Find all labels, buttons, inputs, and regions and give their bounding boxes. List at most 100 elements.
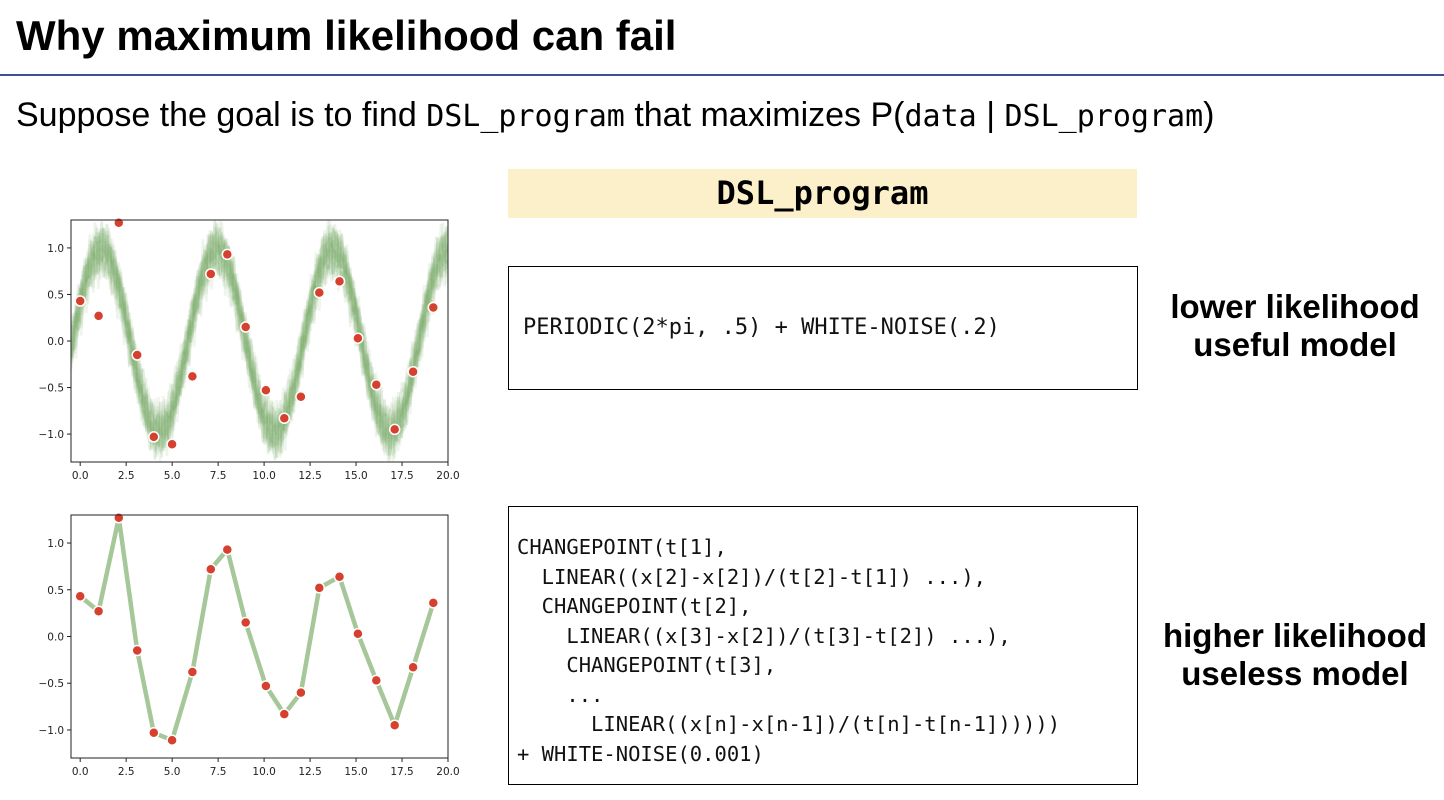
data-point bbox=[427, 597, 440, 609]
model1-code: PERIODIC(2*pi, .5) + WHITE-NOISE(.2) bbox=[523, 315, 1000, 341]
data-point bbox=[92, 605, 105, 618]
model2-code-line: LINEAR((x[3]-x[2])/(t[3]-t[2]) ...), bbox=[517, 623, 1011, 648]
data-point bbox=[166, 734, 178, 746]
x-tick-label: 17.5 bbox=[390, 766, 413, 778]
data-point bbox=[260, 384, 272, 397]
data-point bbox=[313, 286, 326, 299]
model2-label: higher likelihood useless model bbox=[1150, 617, 1440, 693]
chart-1: 0.0 2.5 5.0 7.5 10.0 12.5 15.0 17.5 20.0 1.0 0.5 0.… bbox=[39, 217, 460, 482]
x-tick-label: 7.5 bbox=[210, 766, 227, 778]
model1-label: lower likelihood useful model bbox=[1150, 288, 1440, 364]
x-tick-label: 0.0 bbox=[72, 766, 89, 778]
model2-label-line2: useless model bbox=[1181, 655, 1409, 692]
model2-code-line: LINEAR((x[2]-x[2])/(t[2]-t[1]) ...), bbox=[517, 564, 986, 589]
model2-code-line: CHANGEPOINT(t[2], bbox=[517, 594, 752, 618]
data-point bbox=[278, 412, 291, 425]
data-point bbox=[370, 378, 383, 391]
model2-label-line1: higher likelihood bbox=[1162, 617, 1428, 654]
data-point bbox=[407, 661, 419, 674]
data-point bbox=[166, 438, 178, 451]
x-tick-label: 15.0 bbox=[344, 766, 367, 778]
sample-curve bbox=[71, 246, 448, 442]
model1-label-line2: useful model bbox=[1193, 326, 1397, 363]
x-tick-label: 5.0 bbox=[164, 766, 181, 778]
sample-curve bbox=[71, 230, 448, 450]
data-point bbox=[186, 370, 199, 383]
data-point bbox=[221, 543, 234, 556]
y-tick-label: −0.5 bbox=[39, 678, 65, 690]
y-tick-label: 0.0 bbox=[47, 336, 64, 348]
data-point bbox=[352, 332, 364, 344]
x-tick-label: 10.0 bbox=[252, 766, 275, 778]
subtitle-code-program-2: DSL_program bbox=[1004, 99, 1204, 134]
x-tick-label: 12.5 bbox=[298, 766, 321, 778]
subtitle-code-data: data bbox=[904, 99, 977, 134]
subtitle-code-program: DSL_program bbox=[426, 99, 625, 134]
model2-code-line: + WHITE-NOISE(0.001) bbox=[517, 741, 764, 766]
subtitle-middle: that maximizes P( bbox=[624, 96, 905, 134]
data-point bbox=[221, 248, 234, 261]
x-tick-label: 15.0 bbox=[344, 470, 367, 482]
sample-curve bbox=[71, 242, 448, 447]
data-point bbox=[388, 719, 401, 732]
data-point bbox=[295, 686, 307, 699]
y-tick-label: 0.0 bbox=[47, 632, 64, 644]
y-tick-label: −0.5 bbox=[39, 383, 65, 395]
slide-title: Why maximum likelihood can fail bbox=[16, 12, 677, 59]
model2-code-line: CHANGEPOINT(t[1], bbox=[517, 535, 727, 559]
plot-area bbox=[71, 220, 448, 462]
x-tick-label: 2.5 bbox=[118, 766, 135, 778]
data-point bbox=[148, 727, 160, 739]
data-point bbox=[239, 616, 252, 629]
y-tick-label: −1.0 bbox=[39, 429, 65, 441]
data-point bbox=[239, 321, 252, 333]
x-tick-label: 20.0 bbox=[436, 766, 459, 778]
y-tick-label: 0.5 bbox=[47, 289, 64, 301]
data-point bbox=[74, 295, 86, 307]
y-tick-label: −1.0 bbox=[39, 725, 65, 737]
sample-curve bbox=[71, 240, 448, 434]
x-tick-label: 2.5 bbox=[118, 470, 135, 482]
dsl-program-header: DSL_program bbox=[508, 169, 1137, 218]
data-point bbox=[333, 275, 346, 288]
model1-label-line1: lower likelihood bbox=[1170, 288, 1420, 325]
data-point bbox=[388, 423, 401, 436]
data-point bbox=[407, 365, 419, 378]
x-tick-label: 5.0 bbox=[164, 470, 181, 482]
x-tick-label: 20.0 bbox=[436, 470, 459, 482]
sample-curve bbox=[71, 226, 448, 460]
data-point bbox=[92, 310, 105, 322]
subtitle-prefix: Suppose the goal is to find bbox=[16, 96, 427, 134]
data-point bbox=[205, 268, 217, 280]
x-tick-label: 10.0 bbox=[252, 470, 275, 482]
x-tick-label: 0.0 bbox=[72, 470, 89, 482]
data-point bbox=[278, 708, 291, 720]
sample-curve bbox=[71, 248, 448, 439]
data-point bbox=[370, 674, 383, 687]
y-tick-label: 1.0 bbox=[47, 243, 64, 255]
sample-curve bbox=[71, 241, 448, 448]
data-point bbox=[113, 217, 125, 229]
sample-curve bbox=[71, 227, 448, 458]
model2-code-line: LINEAR((x[n]-x[n-1])/(t[n]-t[n-1]))))) bbox=[517, 712, 1061, 736]
data-point bbox=[131, 644, 143, 657]
chart-2: 0.0 2.5 5.0 7.5 10.0 12.5 15.0 17.5 20.0 1.0 0.5 0.… bbox=[39, 512, 460, 778]
series-line bbox=[78, 515, 436, 743]
y-tick-label: 1.0 bbox=[47, 538, 64, 550]
sample-curve bbox=[71, 240, 448, 437]
x-tick-label: 17.5 bbox=[390, 470, 413, 482]
subtitle-bar: | bbox=[976, 96, 1005, 134]
x-tick-label: 7.5 bbox=[210, 470, 227, 482]
data-point bbox=[352, 627, 364, 640]
plot-area bbox=[78, 515, 436, 743]
data-point bbox=[186, 666, 199, 678]
sample-curve bbox=[71, 240, 448, 432]
subtitle-suffix: ) bbox=[1203, 96, 1215, 134]
data-point bbox=[313, 582, 326, 594]
data-point bbox=[113, 512, 125, 524]
model2-code-line: CHANGEPOINT(t[3], bbox=[517, 653, 777, 677]
sample-curve bbox=[71, 220, 448, 461]
sample-curve bbox=[71, 240, 448, 443]
data-point bbox=[131, 349, 143, 361]
